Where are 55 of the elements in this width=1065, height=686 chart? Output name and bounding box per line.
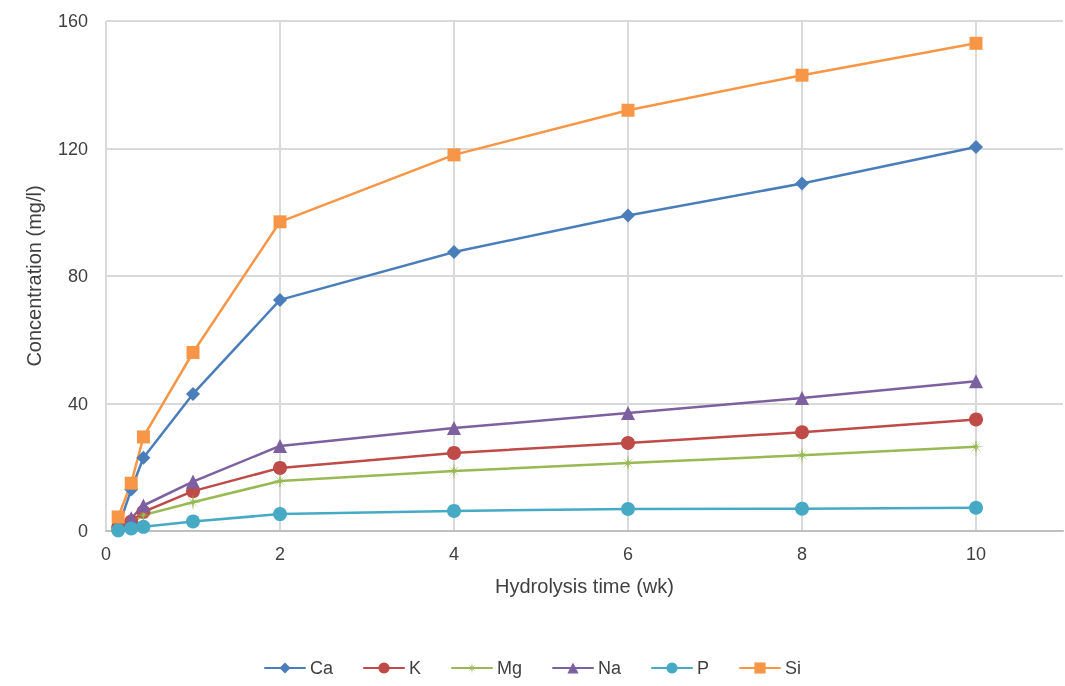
point (795, 501, 809, 516)
legend-label: Ca (309, 658, 334, 678)
point (273, 438, 287, 453)
point (621, 208, 635, 223)
point (273, 215, 287, 229)
point (621, 502, 635, 516)
point (186, 514, 200, 529)
point (273, 292, 287, 307)
point (273, 460, 287, 475)
point (969, 374, 983, 389)
y-tick-label: 80 (67, 266, 88, 286)
point (136, 430, 150, 444)
point (136, 519, 151, 534)
y-axis-title: Concentration (mg/l) (23, 185, 45, 367)
x-tick-label: 8 (796, 544, 808, 564)
point (136, 450, 151, 465)
x-tick-label: 2 (274, 544, 286, 564)
point (447, 421, 461, 436)
x-tick-label: 4 (448, 544, 460, 564)
legend-label: P (697, 658, 710, 678)
point (969, 36, 983, 50)
legend-label: Na (598, 658, 622, 678)
x-tick-label: 6 (622, 544, 634, 564)
point (186, 474, 200, 489)
point (447, 445, 461, 460)
y-tick-label: 120 (57, 138, 88, 159)
point (969, 500, 983, 515)
point (969, 139, 983, 154)
point (795, 176, 809, 191)
point (795, 68, 809, 82)
point (136, 498, 151, 513)
point (447, 503, 461, 518)
point (795, 425, 809, 440)
point (186, 386, 200, 401)
point (124, 476, 138, 490)
legend-label: Si (785, 658, 802, 678)
point (186, 346, 200, 359)
point (795, 391, 809, 406)
point (621, 103, 635, 117)
y-tick-label: 0 (77, 521, 88, 541)
point (111, 510, 125, 524)
point (124, 521, 139, 536)
point (621, 436, 635, 451)
y-tick-label: 160 (57, 11, 88, 31)
point (447, 148, 461, 162)
x-axis-title: Hydrolysis time (wk) (495, 575, 674, 597)
y-tick-label: 40 (67, 393, 88, 414)
point (273, 507, 287, 522)
x-tick-label: 0 (100, 544, 112, 564)
point (969, 412, 983, 427)
legend-label: Mg (497, 658, 523, 678)
legend-label: K (408, 658, 421, 678)
point (447, 245, 461, 260)
point (621, 406, 635, 421)
x-tick-label: 10 (965, 544, 987, 564)
